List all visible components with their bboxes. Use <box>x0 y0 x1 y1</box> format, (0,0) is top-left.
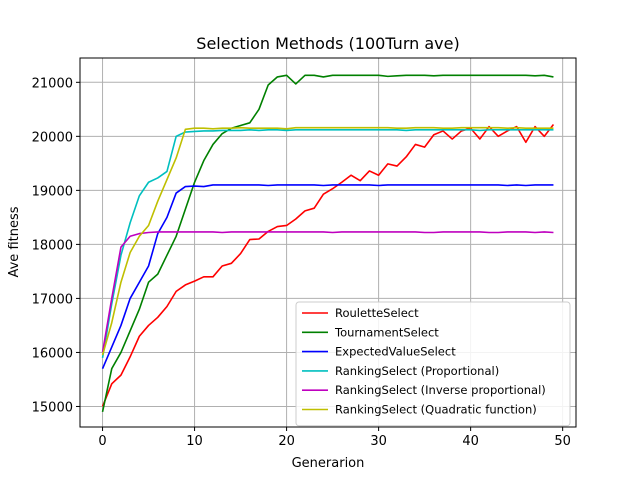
legend-entry: TournamentSelect <box>334 325 439 339</box>
series-line-5 <box>101 231 554 353</box>
series-line-4 <box>101 129 554 358</box>
legend-entry: RouletteSelect <box>335 306 419 320</box>
axis-ticks: 0 10 20 30 40 50 15000 16000 17000 18000 19000 2000… <box>32 76 571 449</box>
y-tick-label: 17000 <box>32 292 73 307</box>
legend-entry: ExpectedValueSelect <box>335 345 456 359</box>
y-tick-label: 19000 <box>32 184 73 199</box>
y-tick-label: 16000 <box>32 346 73 361</box>
y-tick-label: 15000 <box>32 400 73 415</box>
y-tick-label: 21000 <box>32 76 73 91</box>
series-line-1 <box>101 123 555 407</box>
y-tick-label: 18000 <box>32 238 73 253</box>
x-tick-label: 10 <box>186 434 203 449</box>
x-tick-label: 30 <box>370 434 387 449</box>
x-tick-label: 20 <box>278 434 295 449</box>
series-line-3 <box>101 184 554 369</box>
y-axis-label: Ave fitness <box>7 206 22 277</box>
legend-entry: RankingSelect (Proportional) <box>335 364 499 378</box>
legend-box <box>295 301 571 427</box>
series-lines <box>101 74 555 413</box>
grid-lines <box>80 58 576 427</box>
plot-frame <box>79 57 577 428</box>
x-tick-label: 0 <box>98 434 106 449</box>
y-tick-label: 20000 <box>32 130 73 145</box>
x-tick-label: 50 <box>554 434 571 449</box>
x-tick-label: 40 <box>462 434 479 449</box>
legend: RouletteSelect TournamentSelect ExpectedVa… <box>295 301 571 427</box>
chart-title: Selection Methods (100Turn ave) <box>196 34 459 53</box>
legend-entry: RankingSelect (Inverse proportional) <box>335 383 546 397</box>
series-line-6 <box>101 126 554 356</box>
x-axis-label: Generarion <box>292 456 365 471</box>
legend-entry: RankingSelect (Quadratic function) <box>335 403 537 417</box>
